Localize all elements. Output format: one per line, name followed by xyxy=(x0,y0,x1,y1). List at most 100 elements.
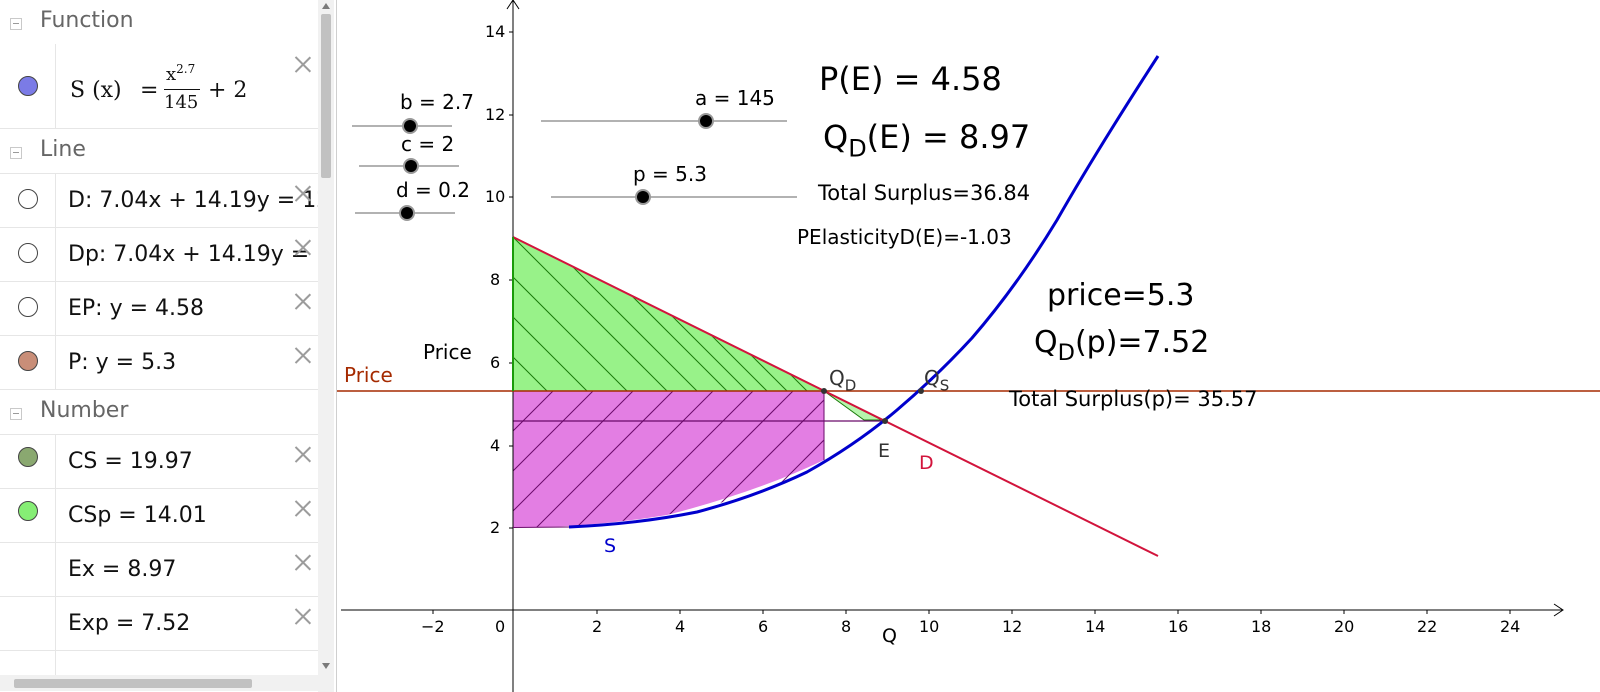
slider-c[interactable] xyxy=(359,158,459,174)
object-row-s[interactable]: S (x) = x2.7 145 + 2 xyxy=(0,44,318,129)
x-tick-label: 8 xyxy=(841,617,852,636)
number-expression[interactable]: Ex = 8.97 xyxy=(68,557,177,582)
close-icon[interactable] xyxy=(294,238,312,256)
slider-b[interactable] xyxy=(352,118,452,134)
scroll-up-icon[interactable] xyxy=(322,3,330,9)
y-tick-label: 14 xyxy=(485,22,506,41)
qde-readout: QD(E) = 8.97 xyxy=(823,118,1031,163)
category-line[interactable]: Line xyxy=(0,129,318,174)
column-separator xyxy=(55,435,56,675)
fraction-bar xyxy=(164,89,200,90)
demand-label: D xyxy=(919,452,934,474)
equilibrium-point[interactable] xyxy=(882,418,888,424)
visibility-toggle[interactable] xyxy=(18,76,38,96)
slider-d[interactable] xyxy=(355,205,455,221)
plus-constant: + 2 xyxy=(208,78,248,103)
algebra-view: Function S (x) = x2.7 145 + 2 Line D: 7.… xyxy=(0,0,337,692)
slider-a[interactable] xyxy=(541,113,787,129)
qs-point-label: QS xyxy=(924,366,950,395)
column-separator xyxy=(55,174,56,389)
x-tick-label: 16 xyxy=(1168,617,1189,636)
visibility-toggle[interactable] xyxy=(18,501,38,521)
slider-c-label: c = 2 xyxy=(401,132,455,156)
plot-canvas[interactable] xyxy=(337,0,1600,692)
graphics-view[interactable]: −2 0 2 4 6 8 10 12 14 16 18 20 22 24 2 4… xyxy=(337,0,1600,692)
object-row-ex[interactable]: Ex = 8.97 xyxy=(0,543,318,597)
x-tick-label: −2 xyxy=(421,617,445,636)
visibility-toggle[interactable] xyxy=(18,243,38,263)
qdp-readout: QD(p)=7.52 xyxy=(1034,325,1210,366)
number-expression[interactable]: Exp = 7.52 xyxy=(68,611,191,636)
line-expression[interactable]: Dp: 7.04x + 14.19y = 1 xyxy=(68,242,331,267)
object-row-dp[interactable]: Dp: 7.04x + 14.19y = 1 xyxy=(0,228,330,282)
x-tick-label: 0 xyxy=(495,617,506,636)
object-row-ep[interactable]: EP: y = 4.58 xyxy=(0,282,318,336)
line-expression[interactable]: P: y = 5.3 xyxy=(68,350,177,375)
close-icon[interactable] xyxy=(294,607,312,625)
x-axis-ticks xyxy=(432,610,1511,614)
object-row-exp[interactable]: Exp = 7.52 xyxy=(0,597,318,651)
category-label: Function xyxy=(40,8,134,33)
slider-p[interactable] xyxy=(551,189,797,205)
x-tick-label: 2 xyxy=(592,617,603,636)
object-row-d[interactable]: D: 7.04x + 14.19y = 12 xyxy=(0,174,330,228)
supply-curve[interactable] xyxy=(568,55,1160,529)
close-icon[interactable] xyxy=(294,445,312,463)
visibility-toggle[interactable] xyxy=(18,447,38,467)
vertical-scrollbar[interactable] xyxy=(318,0,334,692)
x-tick-label: 10 xyxy=(919,617,940,636)
close-icon[interactable] xyxy=(294,55,312,73)
elasticity-readout: PElasticityD(E)=-1.03 xyxy=(797,225,1012,249)
object-row-csp[interactable]: CSp = 14.01 xyxy=(0,489,318,543)
close-icon[interactable] xyxy=(294,346,312,364)
collapse-icon[interactable] xyxy=(10,147,22,159)
price-axis-label: Price xyxy=(423,340,472,364)
total-surplus-p-readout: Total Surplus(p)= 35.57 xyxy=(1009,387,1258,411)
scroll-thumb[interactable] xyxy=(321,14,331,178)
number-expression[interactable]: CS = 19.97 xyxy=(68,449,193,474)
visibility-toggle[interactable] xyxy=(18,351,38,371)
slider-a-label: a = 145 xyxy=(695,86,775,110)
x-tick-label: 22 xyxy=(1417,617,1438,636)
line-expression[interactable]: EP: y = 4.58 xyxy=(68,296,204,321)
equals-sign: = xyxy=(140,78,159,103)
close-icon[interactable] xyxy=(294,553,312,571)
supply-label: S xyxy=(604,535,617,557)
y-tick-label: 6 xyxy=(490,353,501,372)
object-row-p[interactable]: P: y = 5.3 xyxy=(0,336,318,390)
line-expression[interactable]: D: 7.04x + 14.19y = 12 xyxy=(68,188,331,213)
collapse-icon[interactable] xyxy=(10,408,22,420)
category-number[interactable]: Number xyxy=(0,390,318,435)
qd-point-label: QD xyxy=(829,366,857,395)
x-tick-label: 12 xyxy=(1002,617,1023,636)
scroll-down-icon[interactable] xyxy=(322,663,330,669)
price-readout: price=5.3 xyxy=(1047,278,1195,313)
visibility-toggle[interactable] xyxy=(18,189,38,209)
number-expression[interactable]: CSp = 14.01 xyxy=(68,503,207,528)
scroll-thumb[interactable] xyxy=(14,679,252,688)
total-surplus-readout: Total Surplus=36.84 xyxy=(818,181,1031,205)
collapse-icon[interactable] xyxy=(10,18,22,30)
denominator: 145 xyxy=(164,92,199,113)
close-icon[interactable] xyxy=(294,499,312,517)
visibility-toggle[interactable] xyxy=(18,297,38,317)
x-tick-label: 24 xyxy=(1500,617,1521,636)
horizontal-scrollbar[interactable] xyxy=(0,675,318,691)
category-function[interactable]: Function xyxy=(0,0,318,45)
object-row-cs[interactable]: CS = 19.97 xyxy=(0,435,318,489)
demand-line[interactable] xyxy=(512,236,1159,557)
column-separator xyxy=(55,44,56,128)
y-tick-label: 8 xyxy=(490,270,501,289)
close-icon[interactable] xyxy=(294,184,312,202)
producer-surplus-area xyxy=(513,391,824,528)
slider-b-label: b = 2.7 xyxy=(400,90,474,114)
q-axis-label: Q xyxy=(882,625,897,647)
x-tick-label: 18 xyxy=(1251,617,1272,636)
x-tick-label: 20 xyxy=(1334,617,1355,636)
equilibrium-label: E xyxy=(878,440,891,462)
x-tick-label: 6 xyxy=(758,617,769,636)
close-icon[interactable] xyxy=(294,292,312,310)
price-line-label: Price xyxy=(344,363,393,387)
qd-point[interactable] xyxy=(821,388,827,394)
qs-point[interactable] xyxy=(918,388,924,394)
